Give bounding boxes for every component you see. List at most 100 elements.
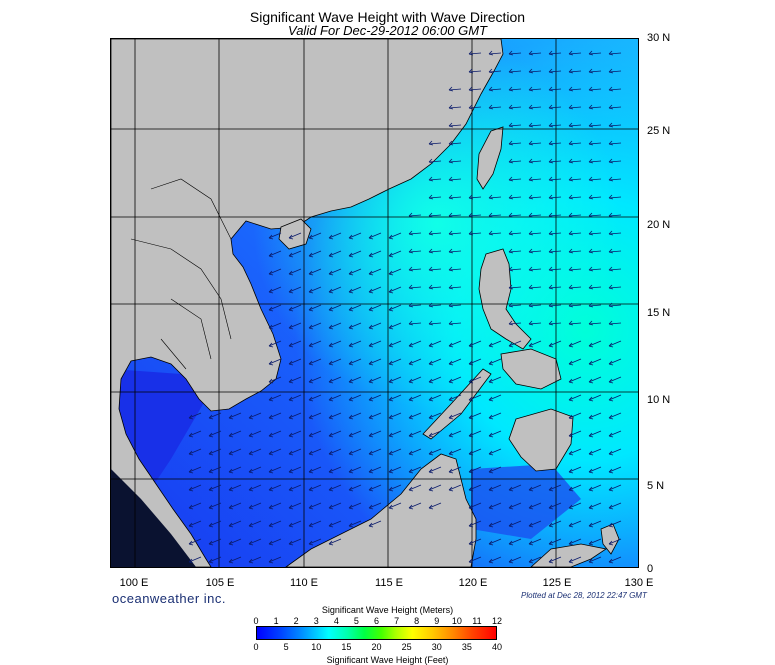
wave-arrow [608, 194, 622, 200]
wave-arrow [348, 376, 362, 384]
wave-arrow [248, 466, 262, 474]
wave-arrow [528, 538, 542, 546]
feet-tick-label: 5 [283, 642, 289, 652]
wave-arrow [348, 250, 362, 258]
wave-arrow [548, 86, 562, 92]
wave-arrow [608, 358, 622, 366]
feet-tick-label: 30 [431, 642, 442, 652]
wave-arrow [568, 86, 582, 92]
wave-arrow [408, 502, 422, 510]
wave-arrow [388, 448, 402, 456]
wave-arrow [268, 322, 282, 330]
wave-arrow [548, 340, 562, 348]
wave-arrow [548, 484, 562, 492]
wave-arrow [608, 104, 622, 110]
wave-arrow [588, 86, 602, 92]
palawan-land [422, 368, 492, 440]
wave-arrow [608, 430, 622, 438]
wave-arrow [468, 194, 482, 200]
wave-arrow [428, 194, 442, 200]
wave-arrow [188, 466, 202, 474]
wave-arrow [528, 502, 542, 510]
wave-arrow [368, 376, 382, 384]
feet-tick-label: 20 [371, 642, 382, 652]
wave-arrow [588, 266, 602, 272]
wave-arrow [408, 266, 422, 272]
wave-arrow [308, 250, 322, 258]
meters-tick-label: 10 [451, 616, 462, 626]
wave-arrow [428, 466, 442, 474]
wave-arrow [308, 538, 322, 546]
wave-arrow [428, 266, 442, 272]
feet-tick-label: 0 [253, 642, 259, 652]
wave-arrow [468, 340, 482, 348]
wave-arrow [308, 376, 322, 384]
wave-arrow [388, 268, 402, 276]
wave-arrow [348, 358, 362, 366]
wave-arrow [308, 412, 322, 420]
wave-arrow [268, 502, 282, 510]
wave-arrow [368, 340, 382, 348]
wave-arrow [528, 484, 542, 492]
wave-arrow [268, 556, 282, 564]
wave-arrow [568, 358, 582, 366]
valid-time: Valid For Dec-29-2012 06:00 GMT [288, 23, 487, 38]
wave-arrow [488, 502, 502, 510]
wave-arrow [208, 484, 222, 492]
map-title: Significant Wave Height with Wave Direct… [249, 9, 526, 25]
wave-arrow [348, 322, 362, 330]
wave-arrow [508, 194, 522, 200]
wave-arrow [428, 284, 442, 290]
wave-arrow [388, 358, 402, 366]
wave-arrow [348, 304, 362, 312]
wave-arrow [448, 358, 462, 366]
colorbar [256, 626, 497, 640]
wave-arrow [508, 104, 522, 110]
wave-arrow [368, 430, 382, 438]
meters-tick-label: 1 [273, 616, 279, 626]
lon-label-125e: 125 E [542, 577, 572, 589]
meters-tick-label: 5 [353, 616, 359, 626]
wave-arrow [488, 358, 502, 366]
wave-arrow [268, 286, 282, 294]
wave-arrow [348, 502, 362, 510]
wave-arrow [268, 232, 282, 240]
graticule [111, 39, 638, 567]
wave-arrow [528, 104, 542, 110]
wave-arrow [188, 484, 202, 492]
wave-arrow [488, 86, 502, 92]
feet-tick-label: 15 [341, 642, 352, 652]
wave-arrow [408, 302, 422, 308]
wave-arrow [608, 50, 622, 56]
wave-arrow [368, 394, 382, 402]
wave-arrow [428, 212, 442, 218]
lon-label-110e: 110 E [290, 577, 318, 589]
wave-arrow [508, 284, 522, 290]
wave-arrow [588, 176, 602, 182]
wave-arrow [468, 538, 482, 546]
wave-arrow [288, 376, 302, 384]
lat-label-5n: 5 N [647, 480, 665, 492]
wave-arrow [268, 340, 282, 348]
wave-arrow [528, 122, 542, 128]
wave-arrow [588, 212, 602, 218]
wave-arrow [448, 212, 462, 218]
wave-arrow [548, 122, 562, 128]
taiwan-land [476, 126, 504, 190]
wave-arrow [428, 484, 442, 492]
wave-arrow [548, 176, 562, 182]
wave-arrow [448, 86, 462, 92]
wave-arrow [328, 520, 342, 528]
wave-arrow [248, 538, 262, 546]
wave-arrow [548, 68, 562, 74]
wave-arrow [608, 556, 622, 564]
hainan-land [278, 218, 312, 250]
wave-arrow [428, 430, 442, 438]
wave-arrow [588, 140, 602, 146]
wave-arrow [288, 394, 302, 402]
wave-arrow [488, 412, 502, 420]
wave-arrow [568, 248, 582, 254]
wave-arrow [508, 230, 522, 236]
wave-arrow [408, 340, 422, 348]
wave-arrow [248, 556, 262, 564]
